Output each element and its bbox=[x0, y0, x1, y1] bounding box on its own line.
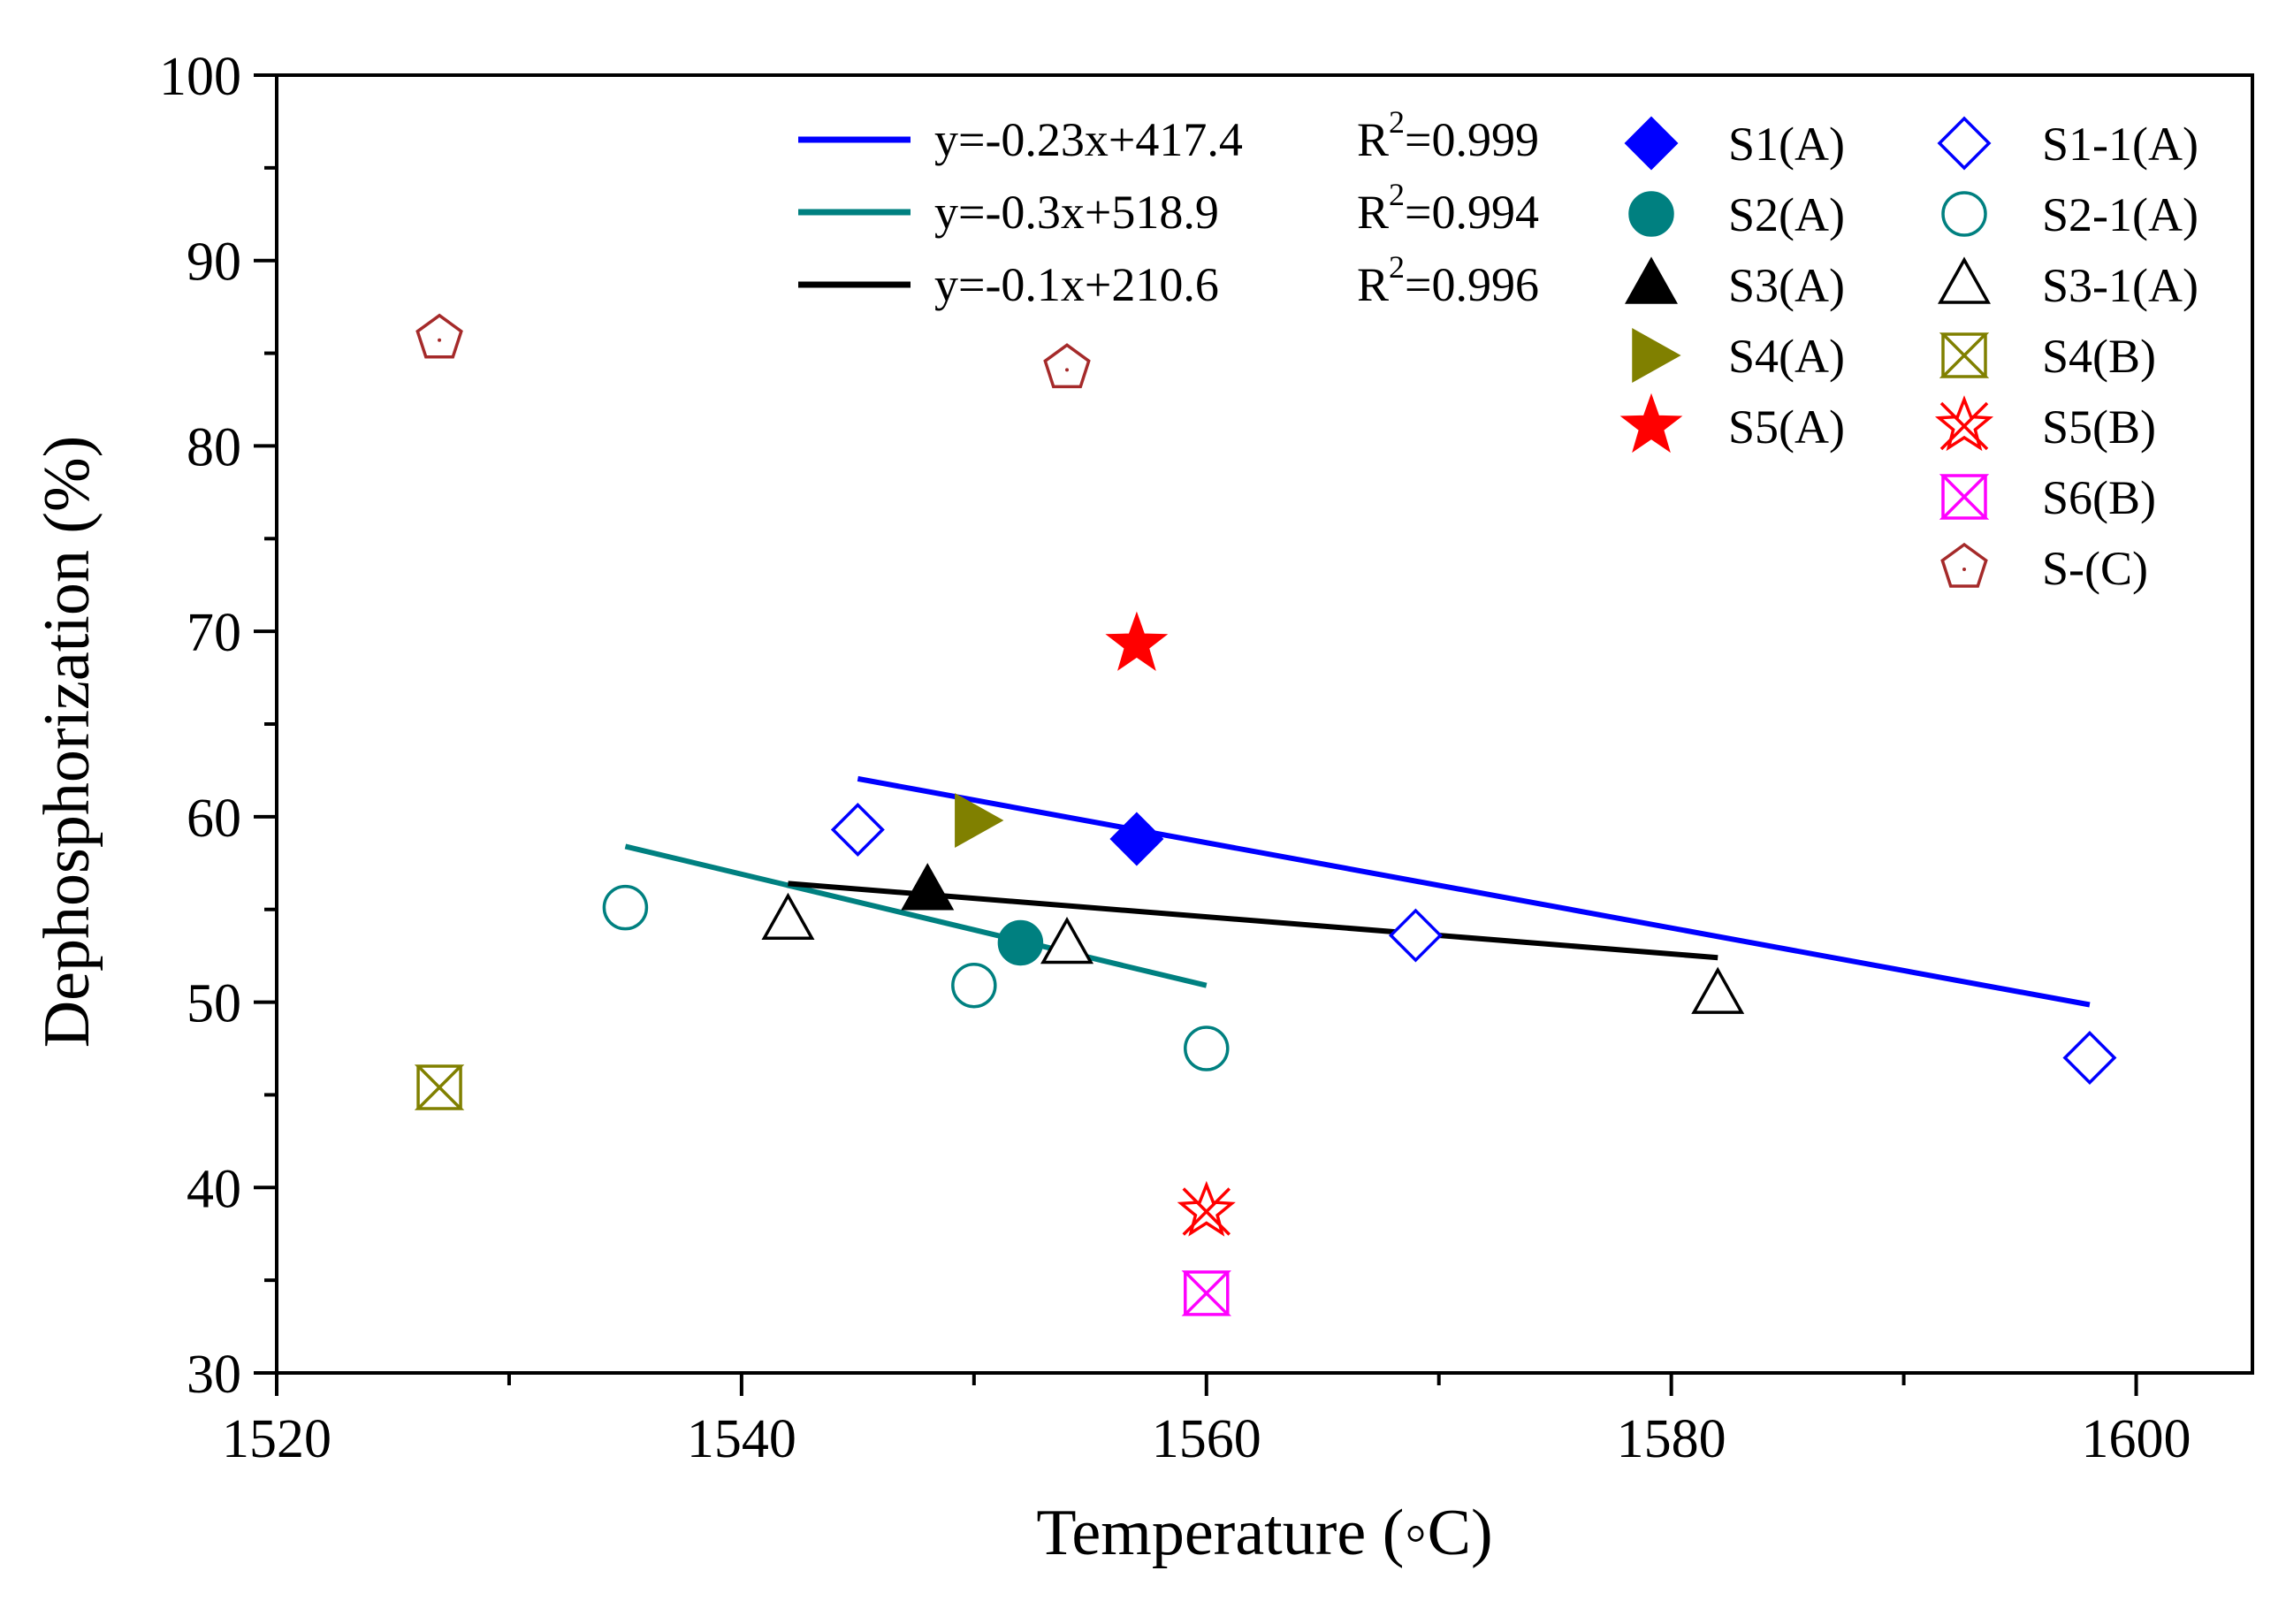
y-tick-label: 70 bbox=[187, 603, 241, 663]
legend-marker-s3-a bbox=[1625, 256, 1678, 304]
point-s4-b bbox=[414, 1064, 465, 1110]
legend-r-squared: R2=0.999 bbox=[1357, 104, 1539, 166]
point-s1-a bbox=[1109, 812, 1164, 866]
point-s3-a bbox=[901, 863, 955, 911]
point-s4-a bbox=[955, 793, 1004, 849]
legend-label-s4-b: S4(B) bbox=[2042, 330, 2156, 383]
data-points bbox=[414, 313, 2117, 1316]
legend-label-s-c: S-(C) bbox=[2042, 542, 2148, 595]
legend-marker-s1-a bbox=[1624, 116, 1679, 171]
point-s-c bbox=[415, 313, 463, 359]
legend-label-s1-1-a: S1-1(A) bbox=[2042, 118, 2198, 171]
y-tick-label: 60 bbox=[187, 789, 241, 849]
legend-marker-s4-a bbox=[1632, 328, 1681, 383]
legend-marker-s1-1-a bbox=[1937, 116, 1992, 171]
fit-lines bbox=[624, 775, 2091, 1008]
point-s2-1-a bbox=[1184, 1025, 1230, 1071]
x-axis-title: Temperature (◦C) bbox=[1036, 1497, 1492, 1569]
point-s-c bbox=[1043, 343, 1091, 389]
legend-label-s5-b: S5(B) bbox=[2042, 400, 2156, 454]
point-s3-1-a bbox=[761, 892, 815, 941]
legend-label-s3-1-a: S3-1(A) bbox=[2042, 259, 2198, 312]
y-tick-label: 30 bbox=[187, 1345, 241, 1405]
legend-marker-s5-a bbox=[1619, 393, 1683, 454]
y-axis-title: Dephosphorization (%) bbox=[31, 436, 103, 1048]
x-tick-label: 1520 bbox=[222, 1409, 331, 1469]
legend-marker-s3-1-a bbox=[1938, 256, 1991, 304]
point-s2-1-a bbox=[602, 884, 649, 931]
x-tick-label: 1580 bbox=[1617, 1409, 1726, 1469]
legend-equation: y=-0.3x+518.9 bbox=[934, 186, 1219, 239]
legend-marker-s2-1-a bbox=[1941, 191, 1987, 237]
point-s1-1-a bbox=[830, 803, 885, 858]
legend-marker-s2-a bbox=[1628, 191, 1674, 237]
legend-marker-s4-b bbox=[1939, 332, 1990, 378]
axes: 1520 1540 1560 1580 1600 30 40 50 60 70 80 90 100 Tem… bbox=[31, 47, 2254, 1569]
legend-label-s1-a: S1(A) bbox=[1728, 118, 1845, 171]
point-s2-1-a bbox=[951, 962, 997, 1009]
y-tick-label: 40 bbox=[187, 1159, 241, 1219]
legend-r-squared: R2=0.996 bbox=[1357, 249, 1539, 311]
y-tick-label: 50 bbox=[187, 974, 241, 1034]
point-s5-b bbox=[1177, 1180, 1236, 1237]
legend-equation: y=-0.23x+417.4 bbox=[934, 113, 1243, 166]
point-s2-a bbox=[997, 919, 1044, 966]
x-tick-label: 1600 bbox=[2082, 1409, 2191, 1469]
point-s5-a bbox=[1105, 611, 1169, 671]
legend-marker-s-c bbox=[1940, 542, 1988, 588]
point-s3-1-a bbox=[1691, 966, 1745, 1014]
legend: y=-0.23x+417.4 R2=0.999 y=-0.3x+518.9 R2=0.… bbox=[798, 104, 2198, 595]
legend-label-s2-a: S2(A) bbox=[1728, 188, 1845, 241]
plot-frame bbox=[275, 73, 2254, 1375]
point-s1-1-a bbox=[2062, 1031, 2117, 1085]
legend-marker-s6-b bbox=[1939, 474, 1990, 520]
legend-marker-s5-b bbox=[1934, 395, 1994, 452]
point-s6-b bbox=[1181, 1270, 1231, 1316]
x-tick-label: 1560 bbox=[1152, 1409, 1261, 1469]
point-s1-1-a bbox=[1388, 908, 1443, 963]
legend-equation: y=-0.1x+210.6 bbox=[934, 258, 1219, 311]
fit-line-s1-1-a-fit bbox=[857, 775, 2091, 1008]
legend-label-s2-1-a: S2-1(A) bbox=[2042, 188, 2198, 241]
x-tick-label: 1540 bbox=[687, 1409, 796, 1469]
legend-label-s6-b: S6(B) bbox=[2042, 471, 2156, 524]
fit-line-s2-1-a-fit bbox=[624, 843, 1208, 988]
legend-label-s4-a: S4(A) bbox=[1728, 330, 1845, 383]
legend-r-squared: R2=0.994 bbox=[1357, 177, 1539, 239]
y-tick-label: 90 bbox=[187, 233, 241, 293]
point-s3-1-a bbox=[1040, 916, 1093, 964]
y-tick-label: 100 bbox=[159, 47, 241, 107]
y-tick-label: 80 bbox=[187, 417, 241, 477]
legend-label-s3-a: S3(A) bbox=[1728, 259, 1845, 312]
legend-label-s5-a: S5(A) bbox=[1728, 400, 1845, 454]
